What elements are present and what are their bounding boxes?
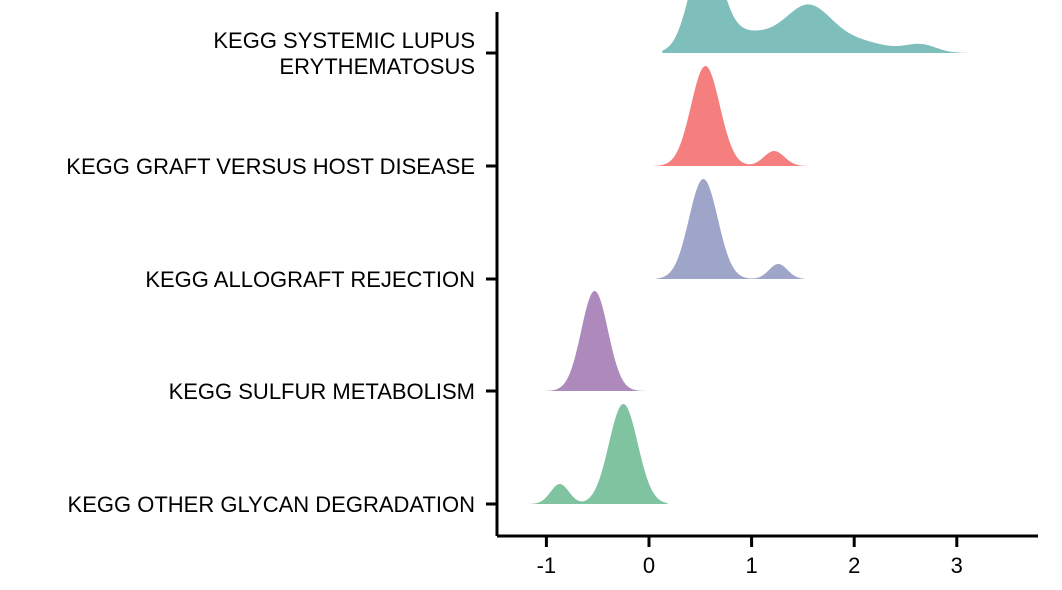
category-label-5: KEGG OTHER GLYCAN DEGRADATION (68, 492, 475, 517)
density-ridge-5 (528, 404, 668, 504)
x-tick-label: 2 (848, 553, 860, 578)
category-label-3: KEGG ALLOGRAFT REJECTION (145, 267, 475, 292)
x-axis-ticks: -1 0 1 2 3 (537, 536, 963, 578)
category-label-4: KEGG SULFUR METABOLISM (169, 379, 475, 404)
x-tick-label: -1 (537, 553, 557, 578)
density-ridge-1 (662, 0, 994, 53)
y-axis-ticks: KEGG SYSTEMIC LUPUS ERYTHEMATOSUS KEGG GRA… (66, 28, 497, 517)
x-tick-label: 3 (951, 553, 963, 578)
category-label-1: KEGG SYSTEMIC LUPUS ERYTHEMATOSUS (213, 28, 475, 79)
density-ridge-2 (654, 66, 809, 166)
category-label-2: KEGG GRAFT VERSUS HOST DISEASE (66, 154, 475, 179)
x-tick-label: 1 (745, 553, 757, 578)
category-label-line: KEGG ALLOGRAFT REJECTION (145, 267, 475, 292)
category-label-line: KEGG SULFUR METABOLISM (169, 379, 475, 404)
density-ridge-3 (656, 179, 805, 279)
category-label-line: KEGG SYSTEMIC LUPUS (213, 28, 475, 53)
x-tick-label: 0 (643, 553, 655, 578)
category-label-line: ERYTHEMATOSUS (279, 54, 475, 79)
category-label-line: KEGG GRAFT VERSUS HOST DISEASE (66, 154, 475, 179)
density-ridges (528, 0, 994, 504)
density-ridge-4 (545, 291, 649, 391)
category-label-line: KEGG OTHER GLYCAN DEGRADATION (68, 492, 475, 517)
